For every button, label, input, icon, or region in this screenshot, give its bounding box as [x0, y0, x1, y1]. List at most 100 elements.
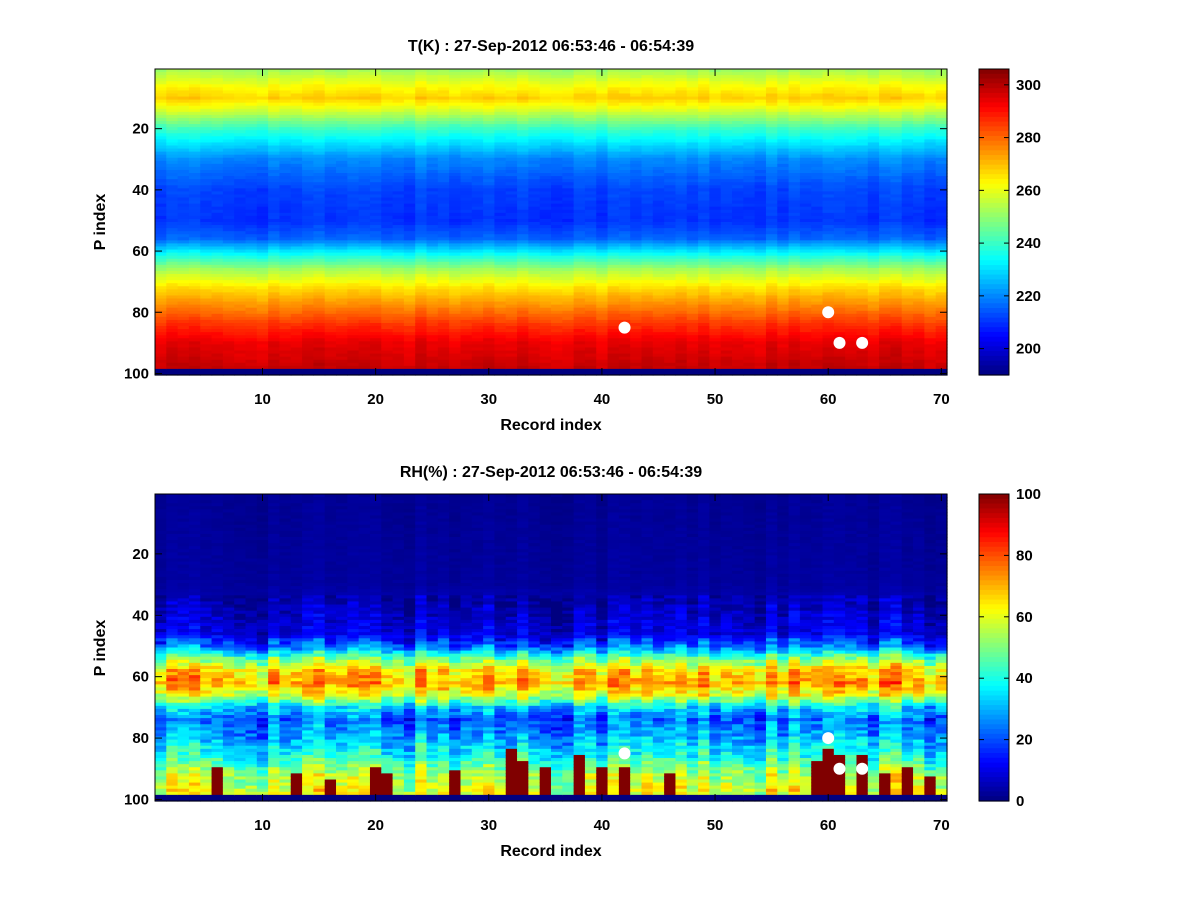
heatmap-cell [177, 240, 190, 245]
heatmap-cell [177, 371, 190, 376]
heatmap-cell [268, 310, 281, 315]
heatmap-cell [358, 319, 371, 324]
heatmap-cell [177, 102, 190, 107]
heatmap-cell [336, 313, 348, 318]
heatmap-cell [347, 102, 360, 107]
heatmap-cell [437, 136, 450, 140]
heatmap-cell [290, 209, 303, 214]
heatmap-cell [200, 154, 213, 159]
heatmap-cell [188, 313, 201, 318]
heatmap-cell [268, 249, 281, 254]
heatmap-cell [347, 307, 360, 312]
heatmap-cell [415, 127, 428, 131]
heatmap-cell [302, 322, 314, 327]
heatmap-cell [381, 270, 394, 275]
heatmap-cell [426, 329, 439, 333]
heatmap-cell [155, 93, 167, 98]
heatmap-cell [358, 344, 371, 349]
heatmap-cell [279, 231, 292, 235]
heatmap-cell [358, 203, 371, 208]
heatmap-cell [415, 169, 428, 174]
heatmap-cell [347, 329, 360, 333]
heatmap-cell [369, 237, 382, 241]
heatmap-cell [245, 243, 258, 248]
heatmap-cell [324, 84, 337, 88]
heatmap-cell [392, 69, 405, 73]
heatmap-cell [188, 356, 201, 361]
heatmap-cell [324, 252, 337, 257]
heatmap-cell [188, 108, 201, 113]
heatmap-cell [426, 267, 439, 272]
heatmap-cell [211, 151, 224, 156]
heatmap-cell [211, 286, 224, 290]
heatmap-cell [279, 326, 292, 330]
heatmap-cell [381, 96, 394, 101]
heatmap-cell [268, 130, 281, 134]
heatmap-cell [256, 222, 269, 226]
heatmap-cell [392, 319, 405, 324]
heatmap-cell [313, 371, 326, 376]
heatmap-cell [347, 261, 360, 266]
heatmap-cell [256, 255, 269, 260]
heatmap-cell [200, 133, 213, 137]
heatmap-cell [403, 341, 416, 345]
heatmap-cell [403, 267, 416, 272]
heatmap-cell [358, 267, 371, 272]
heatmap-cell [166, 289, 179, 293]
heatmap-cell [279, 203, 292, 208]
heatmap-cell [336, 225, 348, 229]
heatmap-cell [381, 295, 394, 300]
heatmap-cell [426, 124, 439, 128]
heatmap-cell [369, 258, 382, 263]
heatmap-cell [211, 215, 224, 220]
heatmap-cell [200, 188, 213, 192]
heatmap-cell [347, 84, 360, 88]
heatmap-cell [155, 326, 167, 330]
heatmap-cell [302, 127, 314, 131]
heatmap-cell [302, 139, 314, 144]
heatmap-cell [369, 96, 382, 101]
heatmap-cell [245, 160, 258, 165]
heatmap-cell [188, 347, 201, 352]
heatmap-cell [234, 246, 247, 251]
heatmap-cell [256, 310, 269, 315]
heatmap-cell [324, 243, 337, 248]
heatmap-cell [211, 356, 224, 361]
heatmap-cell [188, 228, 201, 232]
heatmap-cell [155, 133, 167, 137]
heatmap-cell [166, 231, 179, 235]
heatmap-cell [415, 111, 428, 116]
heatmap-cell [245, 72, 258, 76]
heatmap-cell [437, 99, 450, 104]
heatmap-cell [245, 173, 258, 177]
heatmap-cell [437, 270, 450, 275]
heatmap-cell [381, 283, 394, 287]
heatmap-cell [290, 108, 303, 113]
heatmap-cell [290, 81, 303, 85]
heatmap-cell [381, 332, 394, 336]
heatmap-cell [290, 117, 303, 122]
heatmap-cell [313, 124, 326, 128]
heatmap-cell [403, 329, 416, 333]
heatmap-cell [245, 222, 258, 226]
heatmap-cell [336, 240, 348, 245]
heatmap-cell [256, 362, 269, 367]
heatmap-cell [234, 209, 247, 214]
heatmap-cell [403, 69, 416, 73]
heatmap-cell [415, 264, 428, 269]
heatmap-cell [188, 179, 201, 183]
heatmap-cell [166, 157, 179, 162]
heatmap-cell [155, 163, 167, 168]
heatmap-cell [222, 139, 235, 144]
heatmap-cell [415, 274, 428, 278]
heatmap-cell [358, 218, 371, 223]
heatmap-cell [268, 261, 281, 266]
heatmap-cell [392, 286, 405, 290]
heatmap-cell [392, 243, 405, 248]
heatmap-cell [188, 194, 201, 199]
heatmap-cell [426, 371, 439, 376]
heatmap-cell [155, 90, 167, 95]
heatmap-cell [188, 169, 201, 174]
heatmap-cell [403, 185, 416, 189]
heatmap-cell [155, 261, 167, 266]
